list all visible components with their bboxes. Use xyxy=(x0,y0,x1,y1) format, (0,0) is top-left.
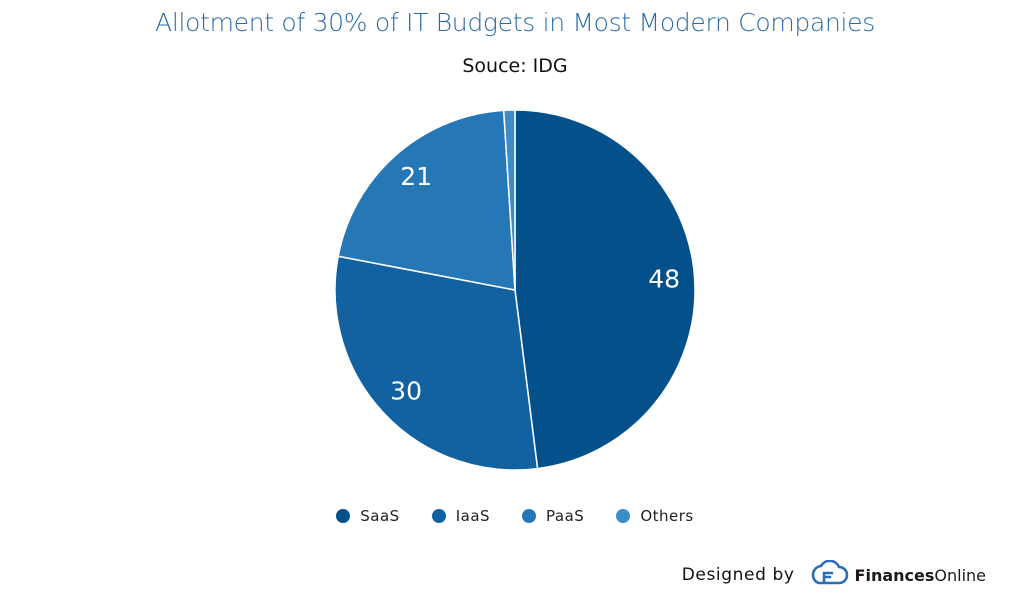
chart-title: Allotment of 30% of IT Budgets in Most M… xyxy=(155,8,875,37)
logo-text-regular: Online xyxy=(934,565,986,585)
footer-credit: Designed by FinancesOnline xyxy=(682,560,986,590)
logo-text-bold: Finances xyxy=(854,565,935,585)
legend-swatch-paas xyxy=(522,509,537,523)
data-label-paas: 21 xyxy=(400,162,432,191)
financesonline-logo-icon xyxy=(811,560,848,585)
legend-label-others: Others xyxy=(640,507,694,525)
legend-label-paas: PaaS xyxy=(546,507,585,525)
pie-slice-others[interactable] xyxy=(502,109,516,291)
chart-subtitle: Souce: IDG xyxy=(462,55,568,77)
financesonline-logo[interactable]: FinancesOnline xyxy=(805,560,986,590)
legend-item-saas[interactable]: SaaS xyxy=(336,507,399,525)
legend: SaaS IaaS PaaS Others xyxy=(0,507,1030,525)
legend-swatch-iaas xyxy=(431,509,446,523)
legend-item-others[interactable]: Others xyxy=(616,507,693,525)
designed-by-text: Designed by xyxy=(681,565,795,585)
data-label-iaas: 30 xyxy=(390,376,422,405)
pie-slice-iaas[interactable] xyxy=(334,255,539,471)
financesonline-logo-text: FinancesOnline xyxy=(855,566,986,585)
pie-slice-saas[interactable] xyxy=(514,109,696,470)
legend-swatch-others xyxy=(616,509,631,523)
legend-label-iaas: IaaS xyxy=(455,507,491,525)
pie-slice-paas[interactable] xyxy=(337,109,516,291)
legend-item-iaas[interactable]: IaaS xyxy=(431,507,491,525)
legend-label-saas: SaaS xyxy=(360,507,400,525)
data-label-saas: 48 xyxy=(648,265,680,294)
legend-swatch-saas xyxy=(336,509,351,523)
legend-item-paas[interactable]: PaaS xyxy=(522,507,584,525)
